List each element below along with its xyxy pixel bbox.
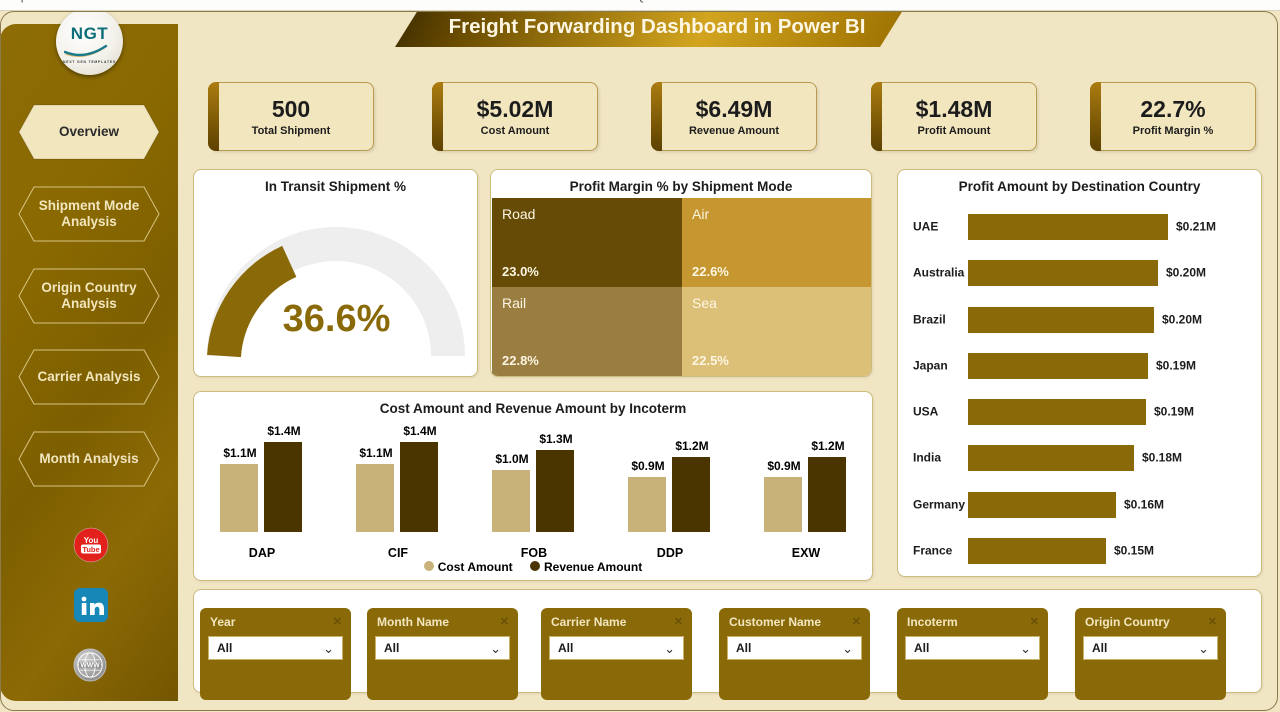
svg-text:Tube: Tube [82,545,99,554]
svg-text:You: You [84,536,99,545]
svg-text:WWW: WWW [80,662,100,669]
